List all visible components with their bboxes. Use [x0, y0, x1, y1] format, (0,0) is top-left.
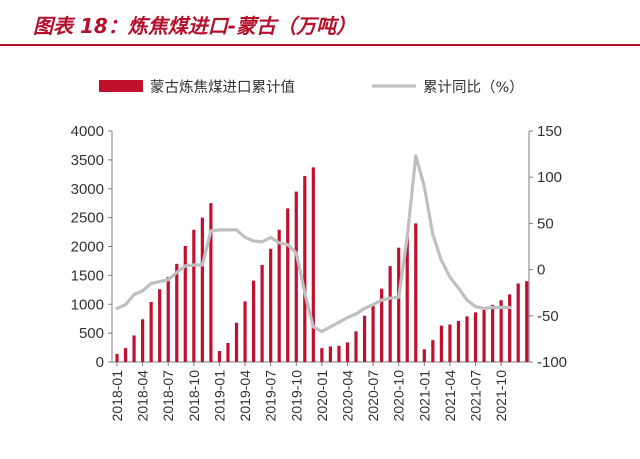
bar: [286, 208, 290, 362]
bar: [345, 342, 350, 362]
y-left-tick-label: 500: [79, 325, 104, 342]
bar: [234, 322, 239, 362]
x-tick-label: 2020-01: [314, 370, 330, 422]
x-tick-label: 2018-07: [160, 370, 176, 422]
bar: [311, 167, 315, 362]
x-tick-label: 2021-01: [416, 370, 432, 422]
bar: [405, 236, 409, 362]
y-right-tick-label: 150: [537, 123, 562, 140]
y-left-tick-label: 1500: [71, 267, 104, 284]
x-tick-label: 2019-07: [263, 370, 279, 422]
bar: [115, 353, 119, 362]
bar: [226, 342, 230, 362]
bar: [516, 283, 520, 362]
x-tick-label: 2018-04: [135, 370, 151, 422]
bar: [192, 229, 196, 362]
bar: [448, 324, 452, 362]
x-tick-label: 2018-10: [186, 370, 202, 422]
y-right-tick-label: -100: [537, 354, 567, 371]
bar: [123, 348, 128, 362]
bar: [337, 345, 341, 362]
y-right-tick-label: 0: [537, 262, 545, 279]
bar: [141, 319, 145, 362]
bar: [362, 315, 367, 362]
bar: [294, 191, 298, 362]
x-tick-label: 2019-01: [211, 370, 227, 422]
x-tick-label: 2020-07: [365, 370, 381, 422]
bar: [183, 245, 187, 362]
bar: [482, 310, 486, 362]
bar: [277, 229, 281, 362]
bar: [422, 349, 426, 362]
bar: [508, 294, 512, 362]
y-left-tick-label: 3500: [71, 152, 104, 169]
bar: [166, 277, 170, 362]
y-right-tick-label: 50: [537, 215, 554, 232]
bar: [388, 266, 392, 362]
bar: [175, 263, 179, 362]
x-tick-label: 2021-04: [442, 370, 458, 422]
title-underline: [0, 44, 640, 46]
bar: [209, 203, 213, 362]
bar: [200, 217, 204, 362]
x-tick-label: 2020-10: [391, 370, 407, 422]
chart-title: 图表 18：炼焦煤进口-蒙古（万吨）: [33, 14, 357, 38]
bar: [243, 301, 247, 362]
legend-label-bar: 蒙古炼焦煤进口累计值: [150, 79, 295, 96]
x-tick-label: 2021-10: [493, 370, 509, 422]
x-tick-label: 2019-10: [288, 370, 304, 422]
bar: [525, 281, 529, 362]
bar: [260, 264, 264, 362]
y-left-tick-label: 0: [96, 354, 104, 371]
bar: [217, 351, 222, 362]
bar: [456, 320, 461, 362]
bar: [132, 335, 136, 362]
y-left-tick-label: 1000: [71, 296, 104, 313]
y-left-tick-label: 2000: [71, 239, 104, 256]
bar: [397, 247, 401, 362]
bar: [371, 305, 375, 362]
bar: [320, 348, 324, 362]
bar: [439, 325, 443, 362]
bar: [149, 301, 153, 362]
bar: [465, 316, 469, 362]
bar: [251, 280, 256, 362]
bar: [499, 300, 503, 362]
bar: [380, 288, 384, 362]
x-tick-label: 2021-07: [468, 370, 484, 422]
bar: [473, 312, 478, 362]
y-right-tick-label: 100: [537, 169, 562, 186]
bar: [414, 223, 418, 362]
x-tick-label: 2019-04: [237, 370, 253, 422]
x-tick-label: 2020-04: [339, 370, 355, 422]
bar: [158, 289, 162, 362]
y-left-tick-label: 4000: [71, 123, 104, 140]
y-right-tick-label: -50: [537, 308, 559, 325]
legend-swatch-bar: [99, 80, 143, 92]
bar: [431, 340, 435, 362]
series-line: [115, 154, 512, 334]
y-left-tick-label: 3000: [71, 181, 104, 198]
bar: [303, 176, 307, 362]
bar: [354, 331, 358, 362]
bar: [328, 346, 333, 362]
y-left-tick-label: 2500: [71, 210, 104, 227]
x-tick-label: 2018-01: [109, 370, 125, 422]
bar: [269, 248, 273, 362]
legend-label-line: 累计同比（%）: [423, 79, 524, 96]
bar: [490, 304, 495, 362]
